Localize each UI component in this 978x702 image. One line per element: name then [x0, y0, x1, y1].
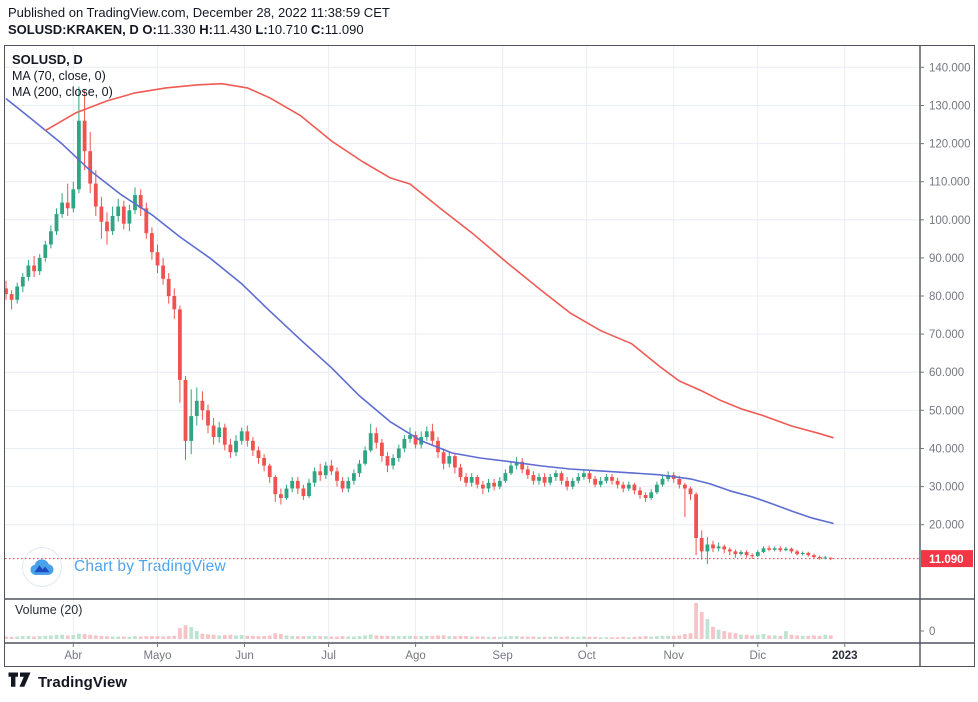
svg-text:120.000: 120.000	[929, 139, 971, 151]
svg-text:Oct: Oct	[578, 650, 597, 662]
svg-text:Jul: Jul	[321, 650, 336, 662]
watermark-text[interactable]: Chart by TradingView	[74, 558, 226, 575]
volume-study-label[interactable]: Volume (20)	[15, 603, 83, 617]
svg-text:130.000: 130.000	[929, 101, 971, 113]
svg-text:11.090: 11.090	[929, 554, 964, 566]
svg-text:Ago: Ago	[405, 650, 425, 662]
price-gridlines	[5, 66, 920, 526]
svg-text:90.000: 90.000	[929, 253, 964, 265]
svg-text:60.000: 60.000	[929, 367, 964, 379]
svg-text:110.000: 110.000	[929, 177, 970, 189]
svg-text:2023: 2023	[832, 650, 858, 662]
svg-text:Mayo: Mayo	[143, 650, 171, 662]
ma200-line	[44, 82, 834, 439]
chart-canvas[interactable]: 140.000 130.000 120.000 110.000 100.000 90.00…	[5, 46, 974, 666]
volume-zero-label: 0	[929, 626, 935, 638]
svg-text:Nov: Nov	[663, 650, 684, 662]
svg-text:Sep: Sep	[492, 650, 512, 662]
chart-legend: SOLUSD, D MA (70, close, 0) MA (200, clo…	[12, 51, 113, 100]
svg-text:Abr: Abr	[64, 650, 82, 662]
tradingview-watermark[interactable]: Chart by TradingView	[22, 547, 226, 587]
legend-ma70[interactable]: MA (70, close, 0)	[12, 69, 106, 83]
svg-text:Dic: Dic	[749, 650, 766, 662]
legend-symbol[interactable]: SOLUSD, D	[12, 52, 83, 67]
svg-text:140.000: 140.000	[929, 62, 971, 74]
svg-text:Jun: Jun	[235, 650, 254, 662]
svg-text:100.000: 100.000	[929, 215, 971, 227]
svg-text:70.000: 70.000	[929, 329, 964, 341]
chart-frame: Chart by TradingView 140.000 130.000 120.0…	[4, 45, 975, 667]
svg-text:80.000: 80.000	[929, 291, 964, 303]
symbol-ohlc-line: SOLUSD:KRAKEN, D O:11.330 H:11.430 L:10.…	[8, 21, 390, 38]
published-line: Published on TradingView.com, December 2…	[8, 5, 390, 20]
tradingview-brand-text: TradingView	[38, 673, 128, 691]
publish-header: Published on TradingView.com, December 2…	[8, 4, 390, 38]
svg-text:50.000: 50.000	[929, 405, 964, 417]
svg-text:30.000: 30.000	[929, 482, 964, 494]
volume-bars	[5, 603, 833, 639]
footer-brand[interactable]: TradingView	[8, 671, 127, 693]
svg-text:20.000: 20.000	[929, 520, 964, 532]
svg-text:40.000: 40.000	[929, 444, 964, 456]
tradingview-cloud-icon	[22, 547, 62, 587]
time-axis-labels[interactable]: Abr Mayo Jun Jul Ago Sep Oct Nov Dic 2023	[64, 643, 858, 662]
symbol-name: SOLUSD:KRAKEN, D	[8, 22, 139, 37]
ma70-line	[5, 97, 834, 525]
current-price-label: 11.090	[921, 550, 973, 568]
ohlc-values: O:11.330 H:11.430 L:10.710 C:11.090	[142, 22, 364, 37]
tradingview-logo-icon	[8, 671, 31, 693]
legend-ma200[interactable]: MA (200, close, 0)	[12, 85, 113, 99]
candlestick-series	[5, 86, 833, 564]
price-axis-labels[interactable]: 140.000 130.000 120.000 110.000 100.000 90.00…	[920, 62, 971, 638]
time-gridlines	[72, 46, 846, 643]
